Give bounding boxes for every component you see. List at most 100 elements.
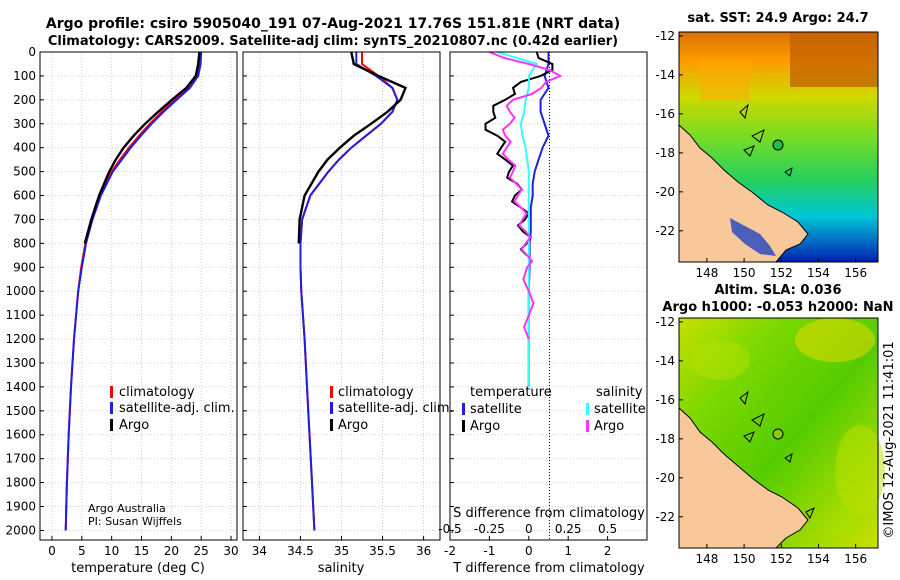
legend-label-t-argo: Argo: [470, 419, 500, 434]
satellite-line: [64, 51, 203, 531]
map-y-tick-label: -12: [655, 315, 675, 329]
map-y-tick-label: -20: [655, 471, 675, 485]
map-y-tick-label: -20: [655, 185, 675, 199]
y-tick-label: 1400: [5, 380, 36, 394]
argo-line: [83, 51, 201, 244]
y-tick-label: 700: [13, 212, 36, 226]
y-tick-label: 800: [13, 236, 36, 250]
s-tick-label: 0: [525, 522, 533, 536]
x-tick-label: 35: [334, 544, 349, 558]
x-tick-label: 34.5: [287, 544, 314, 558]
x-tick-label: 15: [134, 544, 149, 558]
map-y-tick-label: -14: [655, 354, 675, 368]
salinity-legend: climatology satellite-adj. clim. Argo: [330, 385, 454, 433]
sst-map-title: sat. SST: 24.9 Argo: 24.7: [687, 11, 868, 26]
map-y-tick-label: -12: [655, 29, 675, 43]
x-tick-label: 1: [564, 544, 572, 558]
y-tick-label: 400: [13, 141, 36, 155]
map-y-tick-label: -18: [655, 432, 675, 446]
salinity-axes-frame: [242, 51, 441, 541]
sst-orange-patch: [700, 60, 750, 100]
difference-legend: temperature salinity satellite Argo sate…: [462, 385, 646, 434]
legend-heading-temperature: temperature: [470, 385, 552, 400]
sst-argo-marker: [772, 139, 784, 151]
temperature-panel: 0100200300400500600700800900100011001200…: [5, 45, 238, 576]
x-tick-label: -1: [483, 544, 495, 558]
credit-org: Argo Australia: [88, 502, 166, 515]
sla-argo-marker: [772, 428, 784, 440]
t-argo-diff-line: [484, 51, 554, 257]
legend-label-s-argo: Argo: [594, 419, 624, 434]
sla-reefs: [739, 390, 815, 520]
y-tick-label: 1800: [5, 476, 36, 490]
y-tick-label: 1100: [5, 308, 36, 322]
y-tick-label: 1000: [5, 284, 36, 298]
satellite-line: [299, 52, 399, 531]
difference-axes-frame: [449, 51, 648, 541]
legend-swatch-s-satellite: [586, 403, 589, 415]
x-tick-label: 0: [48, 544, 56, 558]
legend-label-satellite: satellite-adj. clim.: [338, 401, 454, 416]
map-x-tick-label: 148: [695, 552, 718, 566]
figure-title: Argo profile: csiro 5905040_191 07-Aug-2…: [46, 16, 620, 32]
x-tick-label: 30: [223, 544, 238, 558]
sst-reefs: [739, 103, 793, 177]
y-tick-label: 1200: [5, 332, 36, 346]
y-tick-label: 500: [13, 165, 36, 179]
y-tick-label: 1300: [5, 356, 36, 370]
sst-cold-coastal: [730, 218, 776, 256]
legend-swatch-satellite: [330, 402, 333, 414]
y-tick-label: 1500: [5, 404, 36, 418]
y-tick-label: 0: [28, 45, 36, 59]
s-difference-xlabel: S difference from climatology: [453, 506, 645, 521]
map-x-tick-label: 156: [844, 266, 867, 280]
x-tick-label: 5: [78, 544, 86, 558]
sla-map-subtitle: Argo h1000: -0.053 h2000: NaN: [662, 300, 893, 315]
credit-pi: PI: Susan Wijffels: [88, 515, 182, 528]
x-tick-label: 25: [194, 544, 209, 558]
legend-swatch-argo: [110, 419, 113, 431]
legend-swatch-climatology: [330, 386, 333, 398]
sla-map-frame: [678, 317, 879, 549]
sla-land: [678, 406, 809, 549]
x-tick-label: -2: [444, 544, 456, 558]
legend-label-argo: Argo: [119, 418, 149, 433]
x-tick-label: 2: [604, 544, 612, 558]
sla-high-patch: [795, 318, 875, 362]
sst-map-panel: sat. SST: 24.9 Argo: 24.7: [655, 11, 879, 280]
s-satellite-diff-line: [497, 51, 539, 387]
x-tick-label: 20: [164, 544, 179, 558]
map-x-tick-label: 152: [770, 266, 793, 280]
s-tick-label: 0.25: [555, 522, 582, 536]
legend-swatch-t-satellite: [462, 403, 465, 415]
s-argo-diff-line: [489, 51, 563, 340]
legend-label-argo: Argo: [338, 418, 368, 433]
temperature-legend: climatology satellite-adj. clim. Argo: [110, 385, 235, 433]
y-tick-label: 100: [13, 69, 36, 83]
y-tick-label: 200: [13, 93, 36, 107]
temperature-xlabel: temperature (deg C): [71, 561, 205, 576]
legend-swatch-s-argo: [586, 420, 589, 432]
y-tick-label: 900: [13, 260, 36, 274]
s-tick-label: -0.25: [474, 522, 505, 536]
legend-label-climatology: climatology: [119, 385, 195, 400]
salinity-xlabel: salinity: [318, 561, 365, 576]
sst-land: [678, 123, 809, 263]
map-x-tick-label: 154: [807, 552, 830, 566]
x-tick-label: 10: [104, 544, 119, 558]
map-y-tick-label: -14: [655, 68, 675, 82]
temperature-axes-frame: [39, 51, 238, 541]
s-tick-label: 0.5: [598, 522, 617, 536]
map-x-tick-label: 152: [770, 552, 793, 566]
y-tick-label: 1600: [5, 428, 36, 442]
t-difference-xlabel: T difference from climatology: [452, 561, 645, 576]
timestamp: ©IMOS 12-Aug-2021 11:41:01: [882, 341, 897, 538]
y-tick-label: 1900: [5, 500, 36, 514]
map-y-tick-label: -16: [655, 107, 675, 121]
sst-warm-patch: [790, 32, 878, 87]
salinity-panel: 34 34.5 35 35.5 36 salinity climatology sate…: [242, 51, 454, 576]
x-tick-label: 36: [416, 544, 431, 558]
x-tick-label: 35.5: [369, 544, 396, 558]
legend-label-climatology: climatology: [338, 385, 414, 400]
sla-high-patch: [835, 425, 885, 515]
